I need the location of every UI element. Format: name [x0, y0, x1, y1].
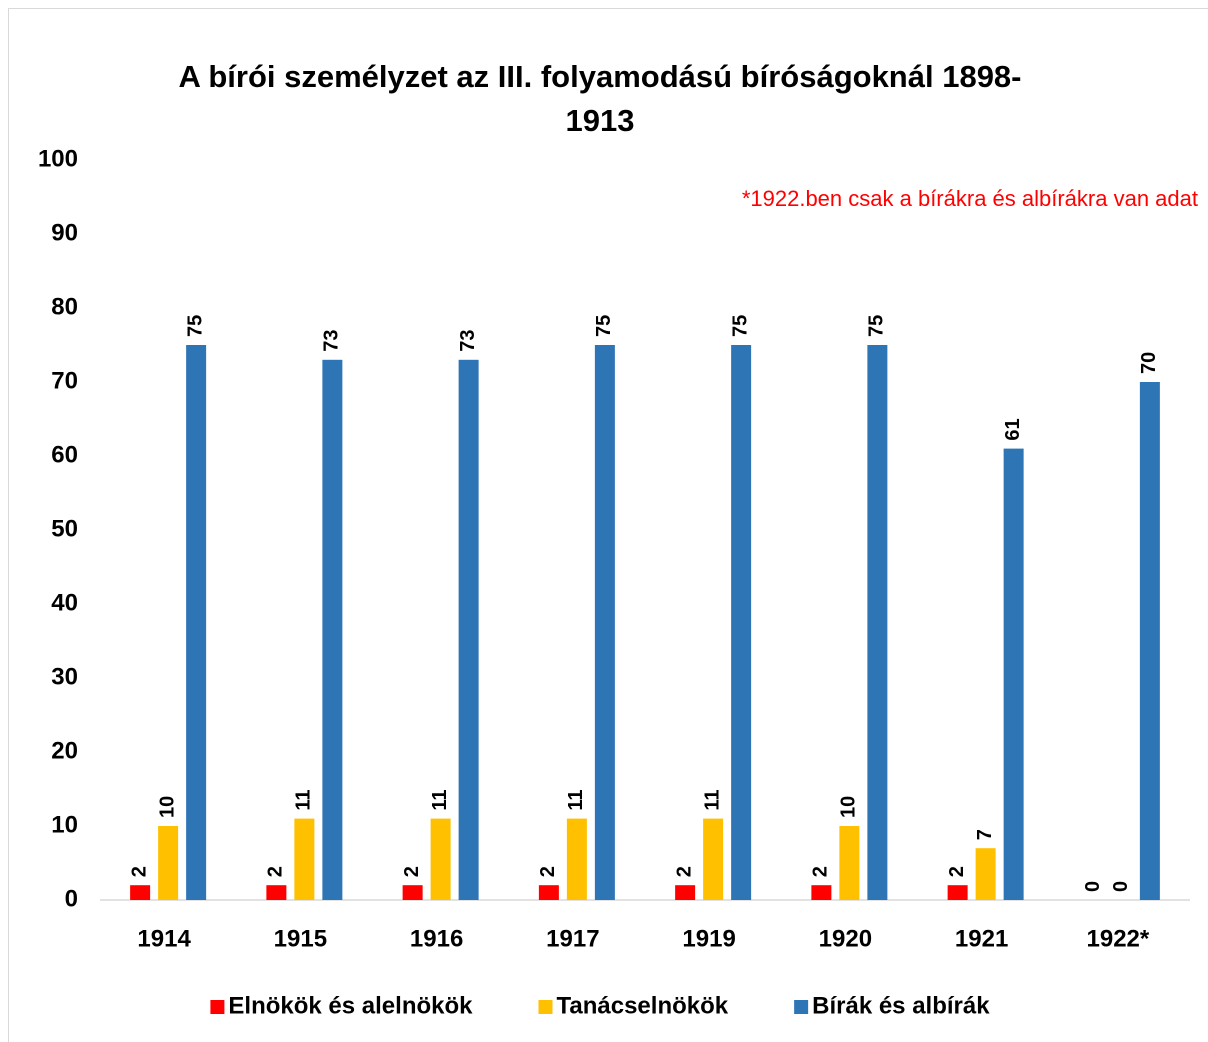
- bar: [594, 345, 615, 900]
- legend-swatch: [538, 1000, 553, 1014]
- bar: [975, 848, 996, 900]
- data-label: 0: [1082, 881, 1104, 892]
- y-tick-label: 20: [51, 737, 78, 764]
- bar: [430, 818, 451, 900]
- data-label: 73: [321, 330, 343, 352]
- bar: [458, 359, 479, 900]
- bar: [867, 345, 888, 900]
- data-label: 2: [673, 866, 695, 877]
- data-label: 2: [946, 866, 968, 877]
- data-label: 11: [701, 789, 723, 810]
- bar: [1003, 448, 1024, 900]
- bar: [839, 826, 860, 900]
- data-label: 11: [565, 789, 587, 810]
- y-tick-label: 90: [51, 219, 78, 246]
- data-label: 10: [838, 796, 860, 818]
- bar: [811, 885, 832, 900]
- x-tick-label: 1919: [682, 925, 735, 952]
- y-tick-label: 70: [51, 367, 78, 394]
- x-tick-label: 1920: [819, 925, 872, 952]
- y-tick-label: 40: [51, 589, 78, 616]
- x-tick-label: 1915: [274, 925, 327, 952]
- y-tick-label: 30: [51, 663, 78, 690]
- x-tick-label: 1916: [410, 925, 463, 952]
- y-tick-label: 10: [51, 811, 78, 838]
- bar: [566, 818, 587, 900]
- bar: [675, 885, 696, 900]
- bar: [947, 885, 968, 900]
- data-label: 2: [128, 866, 150, 877]
- legend-label: Elnökök és alelnökök: [228, 992, 473, 1019]
- chart-border: [8, 8, 1208, 1042]
- legend-label: Tanácselnökök: [557, 992, 729, 1019]
- x-tick-label: 1914: [137, 925, 191, 952]
- legend-swatch: [210, 1000, 225, 1014]
- data-label: 2: [265, 866, 287, 877]
- y-tick-label: 80: [51, 293, 78, 320]
- x-tick-label: 1921: [955, 925, 1008, 952]
- data-label: 11: [293, 789, 315, 810]
- bar: [130, 885, 151, 900]
- data-label: 2: [810, 866, 832, 877]
- chart-title: A bírói személyzet az III. folyamodású b…: [178, 59, 1022, 138]
- data-label: 73: [457, 330, 479, 352]
- data-label: 0: [1110, 881, 1132, 892]
- bar: [322, 359, 343, 900]
- bar: [266, 885, 287, 900]
- data-label: 61: [1002, 418, 1024, 440]
- x-tick-label: 1917: [546, 925, 599, 952]
- data-label: 10: [156, 796, 178, 818]
- data-label: 7: [974, 829, 996, 840]
- data-label: 75: [184, 315, 206, 337]
- y-tick-label: 0: [65, 885, 78, 912]
- data-label: 75: [729, 315, 751, 337]
- annotation: *1922.ben csak a bírákra és albírákra va…: [742, 186, 1198, 211]
- y-tick-label: 50: [51, 515, 78, 542]
- bar: [731, 345, 752, 900]
- legend-label: Bírák és albírák: [812, 992, 990, 1019]
- y-tick-label: 100: [38, 145, 78, 172]
- data-label: 70: [1138, 352, 1160, 374]
- bar: [186, 345, 207, 900]
- data-label: 75: [593, 315, 615, 337]
- bar: [703, 818, 724, 900]
- data-label: 2: [401, 866, 423, 877]
- bar: [158, 826, 179, 900]
- y-tick-label: 60: [51, 441, 78, 468]
- x-tick-label: 1922*: [1087, 925, 1150, 952]
- bar: [294, 818, 315, 900]
- bar: [538, 885, 559, 900]
- bar: [1139, 382, 1160, 900]
- data-label: 11: [429, 789, 451, 810]
- data-label: 2: [537, 866, 559, 877]
- bar: [402, 885, 423, 900]
- data-label: 75: [866, 315, 888, 337]
- legend-swatch: [794, 1000, 809, 1014]
